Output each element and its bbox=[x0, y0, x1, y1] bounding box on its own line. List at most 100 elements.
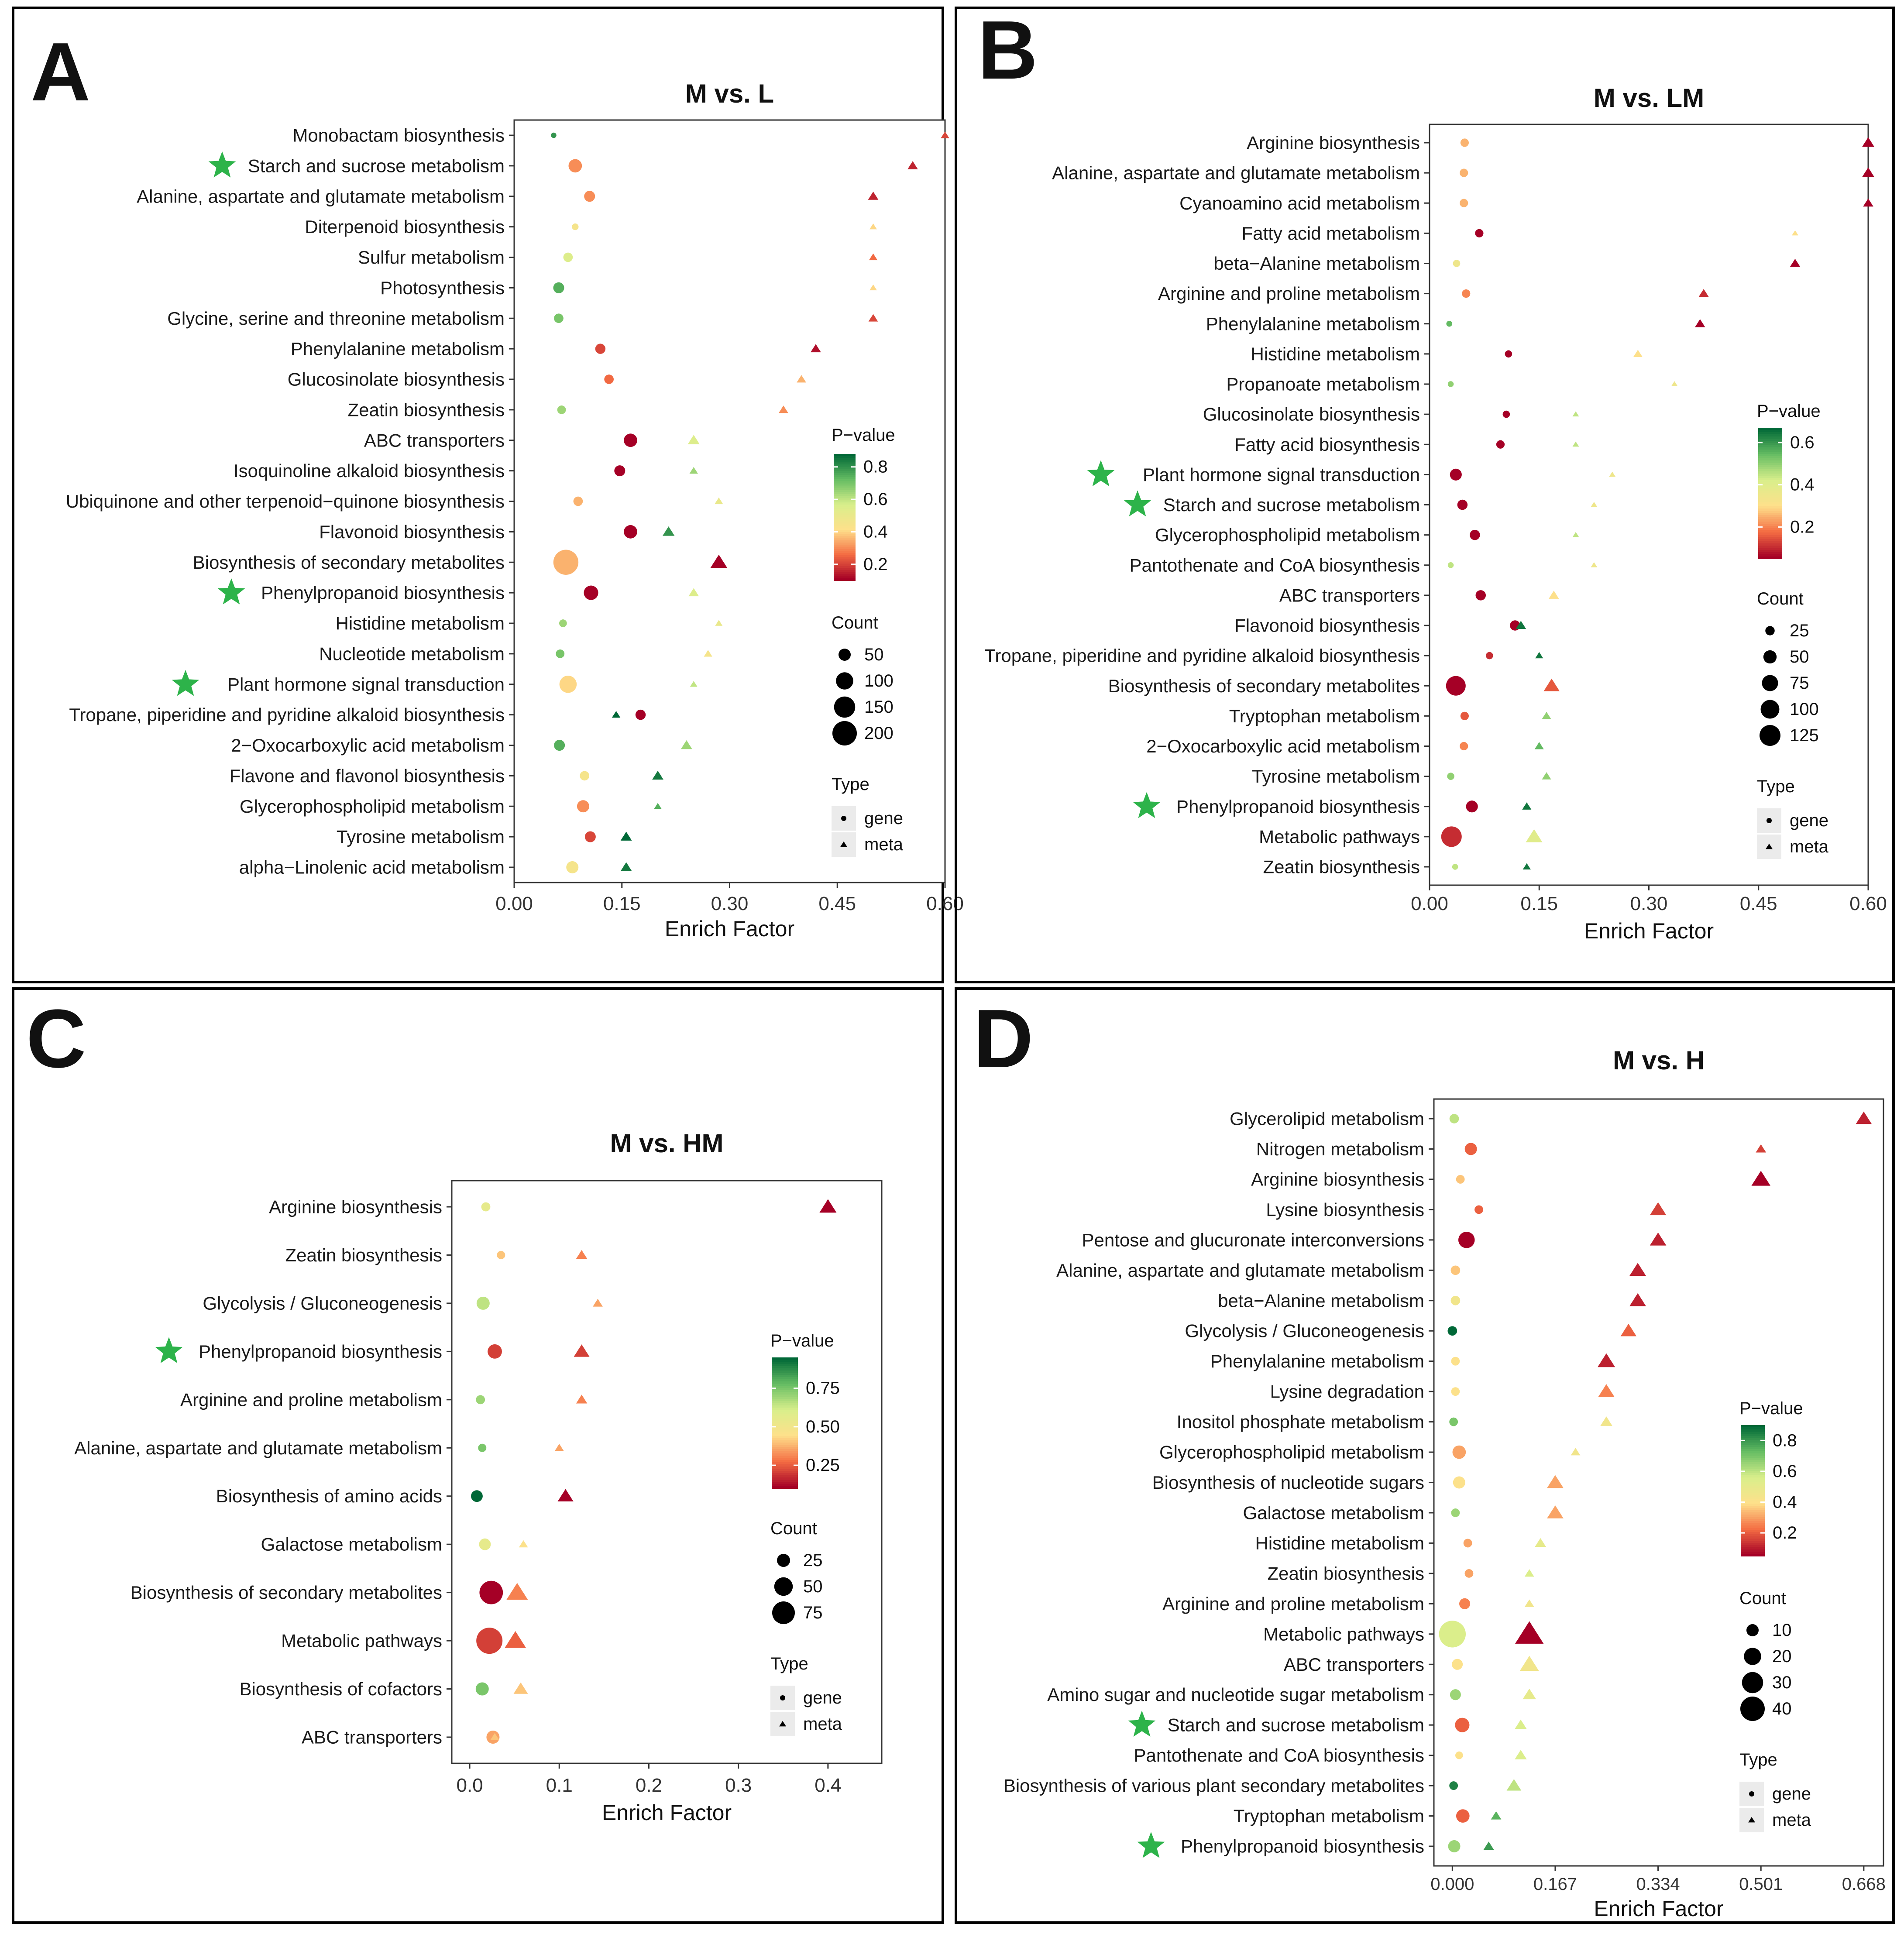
meta-point bbox=[907, 161, 918, 169]
gene-point bbox=[1451, 1508, 1460, 1517]
count-legend-symbol bbox=[1742, 1672, 1763, 1694]
category-label: Phenylalanine metabolism bbox=[291, 339, 505, 359]
colorbar-segment bbox=[1741, 1510, 1765, 1513]
colorbar-segment bbox=[834, 468, 856, 471]
colorbar-segment bbox=[834, 488, 856, 491]
gene-legend-symbol bbox=[1767, 818, 1772, 823]
colorbar-segment bbox=[1741, 1464, 1765, 1467]
meta-legend-symbol bbox=[779, 1721, 786, 1727]
category-label: Glycerolipid metabolism bbox=[1230, 1109, 1424, 1129]
meta-point bbox=[505, 1631, 526, 1648]
meta-point bbox=[680, 740, 692, 749]
gene-point bbox=[1475, 590, 1486, 601]
colorbar-segment bbox=[834, 515, 856, 518]
category-label: Pantothenate and CoA biosynthesis bbox=[1130, 555, 1420, 575]
colorbar-segment bbox=[1741, 1547, 1765, 1550]
gene-point bbox=[559, 619, 567, 627]
meta-point bbox=[1598, 1384, 1615, 1397]
gene-point bbox=[1450, 468, 1462, 481]
type-legend-label: gene bbox=[1790, 811, 1828, 830]
gene-point bbox=[1453, 1476, 1465, 1489]
meta-point bbox=[1483, 1841, 1494, 1850]
category-label: ABC transporters bbox=[1279, 585, 1420, 605]
meta-point bbox=[689, 467, 698, 474]
x-tick-label: 0.15 bbox=[603, 893, 641, 914]
gene-point bbox=[1447, 773, 1454, 780]
colorbar-segment bbox=[1758, 515, 1782, 518]
colorbar-segment bbox=[772, 1453, 798, 1456]
category-label: Lysine biosynthesis bbox=[1266, 1199, 1424, 1220]
count-legend-title: Count bbox=[770, 1519, 817, 1538]
colorbar-segment bbox=[1758, 463, 1782, 465]
colorbar-segment bbox=[1758, 482, 1782, 485]
category-label: Zeatin biosynthesis bbox=[1267, 1563, 1424, 1584]
panel-c: C M vs. HM Arginine biosynthesis Zeatin bio… bbox=[12, 987, 944, 1924]
category-label: Arginine and proline metabolism bbox=[180, 1389, 442, 1410]
gene-point bbox=[1447, 381, 1454, 387]
meta-point bbox=[1523, 863, 1531, 870]
meta-point bbox=[1522, 802, 1532, 810]
colorbar-segment bbox=[1741, 1436, 1765, 1439]
colorbar-tick-label: 0.6 bbox=[1773, 1462, 1797, 1481]
colorbar-segment bbox=[834, 462, 856, 465]
colorbar-segment bbox=[1741, 1554, 1765, 1556]
category-label: Phenylpropanoid biosynthesis bbox=[1176, 796, 1420, 817]
gene-point bbox=[595, 344, 606, 354]
colorbar-segment bbox=[772, 1362, 798, 1364]
x-tick-label: 0.1 bbox=[546, 1775, 573, 1796]
gene-point bbox=[479, 1580, 503, 1604]
colorbar-segment bbox=[772, 1366, 798, 1369]
category-label: Starch and sucrose metabolism bbox=[1163, 495, 1420, 515]
gene-point bbox=[1456, 1175, 1465, 1184]
gene-point bbox=[1455, 1718, 1470, 1732]
type-legend-title: Type bbox=[770, 1654, 808, 1673]
meta-point bbox=[1523, 1688, 1536, 1700]
meta-point bbox=[1620, 1323, 1637, 1336]
category-label: Alanine, aspartate and glutamate metabol… bbox=[74, 1438, 442, 1458]
meta-point bbox=[688, 588, 699, 597]
colorbar-segment bbox=[834, 526, 856, 529]
meta-point bbox=[941, 131, 949, 138]
x-tick-label: 0.167 bbox=[1533, 1875, 1577, 1894]
colorbar-segment bbox=[1758, 519, 1782, 522]
x-tick-label: 0.000 bbox=[1430, 1875, 1474, 1894]
colorbar-segment bbox=[772, 1458, 798, 1460]
chart-title: M vs. L bbox=[685, 79, 774, 108]
gene-point bbox=[1448, 1840, 1461, 1852]
gene-point bbox=[1452, 1659, 1463, 1670]
gene-point bbox=[584, 831, 596, 842]
meta-point bbox=[1524, 1599, 1534, 1607]
category-label: Biosynthesis of nucleotide sugars bbox=[1152, 1472, 1424, 1493]
gene-point bbox=[1441, 826, 1462, 847]
colorbar-segment bbox=[1758, 524, 1782, 526]
meta-point bbox=[1629, 1263, 1646, 1276]
colorbar-segment bbox=[1758, 493, 1782, 496]
category-label: Galactose metabolism bbox=[261, 1534, 442, 1555]
gene-point bbox=[556, 649, 565, 658]
meta-point bbox=[1572, 441, 1579, 447]
star-icon bbox=[1124, 490, 1151, 517]
type-legend-label: meta bbox=[1772, 1810, 1811, 1830]
meta-point bbox=[1534, 742, 1544, 749]
gene-point bbox=[1464, 1569, 1474, 1578]
colorbar-segment bbox=[772, 1425, 798, 1428]
colorbar-segment bbox=[834, 538, 856, 541]
category-label: ABC transporters bbox=[302, 1727, 442, 1748]
colorbar-segment bbox=[834, 500, 856, 503]
colorbar-segment bbox=[834, 494, 856, 497]
colorbar-segment bbox=[772, 1375, 798, 1378]
gene-point bbox=[1460, 711, 1469, 720]
panel-label: D bbox=[973, 993, 1033, 1085]
panel-d: D M vs. H Glycerolipid metabolism Nitrogen … bbox=[955, 987, 1895, 1924]
x-tick-label: 0.45 bbox=[1740, 893, 1777, 914]
colorbar-segment bbox=[1741, 1515, 1765, 1517]
colorbar-segment bbox=[1741, 1506, 1765, 1508]
type-legend-label: meta bbox=[864, 835, 904, 854]
colorbar-segment bbox=[834, 454, 856, 457]
colorbar-segment bbox=[772, 1412, 798, 1415]
colorbar-segment bbox=[1741, 1440, 1765, 1443]
category-label: ABC transporters bbox=[364, 430, 505, 450]
meta-point bbox=[654, 803, 662, 809]
gene-point bbox=[1502, 410, 1510, 418]
gene-point bbox=[584, 585, 598, 600]
